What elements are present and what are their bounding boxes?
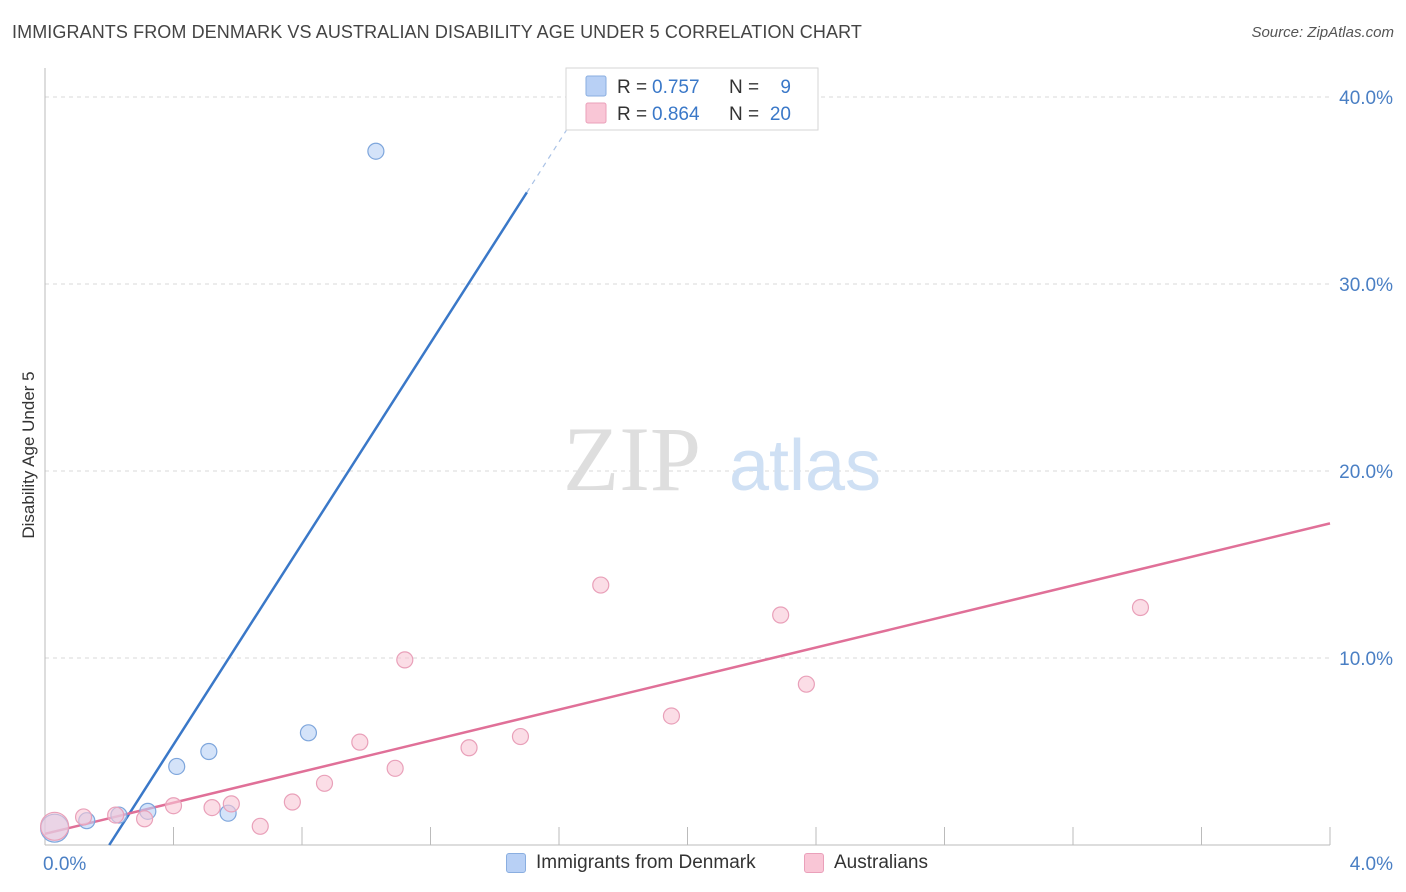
points-layer xyxy=(40,142,1150,843)
point-s1-8[interactable] xyxy=(283,793,301,811)
legend-label-denmark: Immigrants from Denmark xyxy=(536,852,756,873)
point-s1-15[interactable] xyxy=(592,576,610,594)
stats-legend-n-value-1: 9 xyxy=(780,77,791,98)
point-s1-9[interactable] xyxy=(315,774,334,792)
point-s0-8[interactable] xyxy=(367,142,385,160)
trend-line-0 xyxy=(108,191,528,846)
point-s1-17[interactable] xyxy=(772,606,790,624)
point-s1-13[interactable] xyxy=(460,739,478,757)
series-legend: Immigrants from Denmark Australians xyxy=(0,852,1406,878)
stats-legend-n-value-2: 20 xyxy=(770,104,791,125)
trend-line-1 xyxy=(44,522,1331,835)
stats-legend-frame xyxy=(565,67,819,131)
stats-legend-r-value-2: 0.864 xyxy=(652,104,700,125)
stats-legend-swatch-pink xyxy=(585,102,607,124)
point-s0-5[interactable] xyxy=(200,742,218,761)
point-s1-12[interactable] xyxy=(396,651,414,669)
point-s0-7[interactable] xyxy=(299,724,318,742)
legend-label-australians: Australians xyxy=(834,852,928,873)
trend-layer xyxy=(44,91,1331,846)
watermark-zip: ZIP xyxy=(563,408,701,510)
point-s1-5[interactable] xyxy=(203,798,221,817)
y-tick-label-2: 30.0% xyxy=(1339,275,1393,296)
point-s1-11[interactable] xyxy=(386,759,404,777)
watermark: ZIP atlas xyxy=(563,408,881,510)
axis-labels: 10.0% 20.0% 30.0% 40.0% 0.0% 4.0% Disability A… xyxy=(19,88,1393,875)
stats-legend-swatch-blue xyxy=(585,75,607,97)
stats-legend-n-label-1: N = xyxy=(729,77,759,98)
stats-legend-r-label-2: R = xyxy=(617,104,647,125)
point-s1-2[interactable] xyxy=(107,806,125,824)
y-tick-label-1: 20.0% xyxy=(1339,462,1393,483)
point-s1-18[interactable] xyxy=(797,675,815,693)
legend-swatch-australians xyxy=(804,853,824,873)
point-s1-4[interactable] xyxy=(164,797,183,815)
point-s1-0[interactable] xyxy=(40,811,70,841)
stats-legend-n-label-2: N = xyxy=(729,104,759,125)
y-tick-label-3: 40.0% xyxy=(1339,88,1393,109)
chart-title: IMMIGRANTS FROM DENMARK VS AUSTRALIAN DI… xyxy=(12,22,862,42)
point-s0-4[interactable] xyxy=(168,757,186,776)
source-label: Source: ZipAtlas.com xyxy=(1251,24,1394,41)
watermark-atlas: atlas xyxy=(729,426,881,506)
point-s1-10[interactable] xyxy=(351,733,369,751)
legend-item-denmark[interactable]: Immigrants from Denmark xyxy=(506,852,756,874)
point-s1-19[interactable] xyxy=(1131,598,1150,617)
stats-legend: R = 0.757 N = 9 R = 0.864 N = 20 xyxy=(565,67,819,131)
point-s1-1[interactable] xyxy=(74,808,93,826)
legend-swatch-denmark xyxy=(506,853,526,873)
point-s1-7[interactable] xyxy=(251,817,269,835)
y-axis-label: Disability Age Under 5 xyxy=(19,371,38,538)
point-s1-6[interactable] xyxy=(222,795,240,813)
point-s1-16[interactable] xyxy=(662,707,681,725)
legend-item-australians[interactable]: Australians xyxy=(804,852,928,874)
y-tick-label-0: 10.0% xyxy=(1339,649,1393,670)
x-tick-label-1: 4.0% xyxy=(1350,854,1393,875)
point-s1-3[interactable] xyxy=(135,810,154,828)
stats-legend-r-value-1: 0.757 xyxy=(652,77,700,98)
x-tick-label-0: 0.0% xyxy=(43,854,86,875)
point-s1-14[interactable] xyxy=(511,727,530,746)
stats-legend-r-label-1: R = xyxy=(617,77,647,98)
